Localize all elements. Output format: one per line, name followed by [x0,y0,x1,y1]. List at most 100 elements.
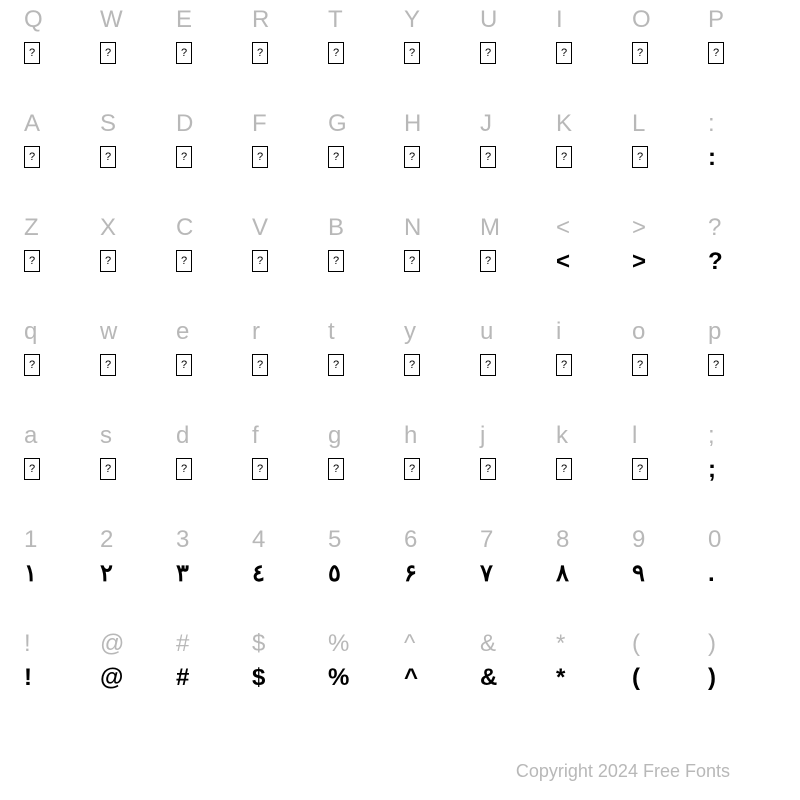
missing-glyph-icon [632,42,648,64]
char-cell: 0. [704,528,780,632]
char-glyph: ۱ [24,562,37,586]
char-glyph: ! [24,666,32,690]
char-label: 1 [24,528,37,552]
missing-glyph-icon [176,146,192,168]
char-label: < [556,216,570,240]
char-label: ^ [404,632,415,656]
char-cell: R [248,8,324,112]
char-glyph: < [556,250,570,274]
missing-glyph-icon [24,146,40,168]
missing-glyph-icon [328,354,344,376]
char-label: P [708,8,724,32]
char-label: o [632,320,645,344]
missing-glyph-icon [480,146,496,168]
char-label: e [176,320,189,344]
char-cell: y [400,320,476,424]
char-cell: 6۶ [400,528,476,632]
missing-glyph-icon [100,42,116,64]
char-glyph: ^ [404,666,418,690]
missing-glyph-icon [708,42,724,64]
char-label: $ [252,632,265,656]
missing-glyph-icon [328,42,344,64]
char-glyph: @ [100,666,123,690]
char-label: A [24,112,40,136]
char-cell: t [324,320,400,424]
char-cell: !! [20,632,96,736]
char-cell: J [476,112,552,216]
missing-glyph-icon [100,146,116,168]
missing-glyph-icon [328,250,344,272]
char-label: ) [708,632,716,656]
char-glyph: . [708,562,715,586]
char-label: ; [708,424,715,448]
char-cell: 3۳ [172,528,248,632]
char-cell: K [552,112,628,216]
char-label: : [708,112,715,136]
char-cell: 2۲ [96,528,172,632]
char-label: p [708,320,721,344]
char-cell: d [172,424,248,528]
char-cell: q [20,320,96,424]
char-label: C [176,216,193,240]
char-cell: W [96,8,172,112]
missing-glyph-icon [404,146,420,168]
char-label: l [632,424,637,448]
missing-glyph-icon [404,250,420,272]
char-cell: j [476,424,552,528]
char-label: G [328,112,347,136]
char-label: J [480,112,492,136]
char-cell: U [476,8,552,112]
missing-glyph-icon [556,354,572,376]
char-cell: && [476,632,552,736]
char-label: H [404,112,421,136]
missing-glyph-icon [480,354,496,376]
missing-glyph-icon [404,458,420,480]
char-cell: F [248,112,324,216]
char-label: 9 [632,528,645,552]
char-label: k [556,424,568,448]
char-cell: M [476,216,552,320]
char-cell: r [248,320,324,424]
missing-glyph-icon [480,250,496,272]
char-label: q [24,320,37,344]
char-label: 4 [252,528,265,552]
char-label: f [252,424,259,448]
char-cell: s [96,424,172,528]
char-glyph: $ [252,666,265,690]
char-cell: g [324,424,400,528]
char-glyph: ٤ [252,562,265,586]
char-label: K [556,112,572,136]
char-cell: 8۸ [552,528,628,632]
char-cell: E [172,8,248,112]
char-cell: << [552,216,628,320]
char-cell: L [628,112,704,216]
char-cell: (( [628,632,704,736]
char-cell: Y [400,8,476,112]
char-label: D [176,112,193,136]
char-cell: >> [628,216,704,320]
missing-glyph-icon [556,146,572,168]
char-label: 7 [480,528,493,552]
char-cell: Z [20,216,96,320]
char-cell: l [628,424,704,528]
char-cell: e [172,320,248,424]
char-label: L [632,112,645,136]
missing-glyph-icon [252,146,268,168]
char-cell: A [20,112,96,216]
char-label: M [480,216,500,240]
char-label: u [480,320,493,344]
char-label: 6 [404,528,417,552]
char-cell: :: [704,112,780,216]
missing-glyph-icon [176,354,192,376]
char-label: w [100,320,117,344]
missing-glyph-icon [404,354,420,376]
char-label: ! [24,632,31,656]
char-cell: S [96,112,172,216]
char-label: % [328,632,349,656]
missing-glyph-icon [176,250,192,272]
char-label: S [100,112,116,136]
copyright-footer: Copyright 2024 Free Fonts [516,761,730,782]
char-label: @ [100,632,124,656]
char-label: & [480,632,496,656]
char-cell: o [628,320,704,424]
